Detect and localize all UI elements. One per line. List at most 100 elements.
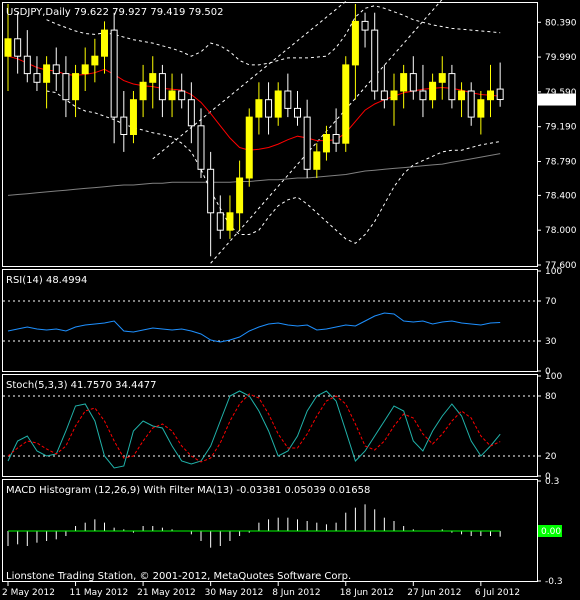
candle-body bbox=[110, 29, 118, 118]
candle-body bbox=[4, 38, 12, 57]
stoch-pane-frame bbox=[2, 374, 538, 477]
osc-tick-label: 100 bbox=[545, 372, 562, 382]
candle-body bbox=[101, 29, 108, 57]
candle-body bbox=[43, 64, 51, 83]
rsi-pane-frame bbox=[2, 269, 538, 372]
ohlc-readout: 79.622 79.927 79.419 79.502 bbox=[74, 7, 224, 18]
candle-body bbox=[351, 20, 359, 66]
slow-ma-line bbox=[7, 153, 501, 196]
candle-body bbox=[303, 116, 311, 170]
candle-body bbox=[255, 99, 263, 118]
candle-body bbox=[14, 38, 22, 57]
date-tick-label: 21 May 2012 bbox=[137, 588, 196, 598]
candle-body bbox=[81, 64, 89, 75]
candle-body bbox=[342, 64, 350, 144]
rsi-title: RSI(14) 48.4994 bbox=[6, 275, 87, 286]
price-tick-label: 78.790 bbox=[545, 157, 577, 167]
macd-tick-label: 0.3 bbox=[545, 477, 559, 487]
candle-body bbox=[129, 99, 137, 135]
macd-chart bbox=[7, 504, 501, 548]
trend-line bbox=[152, 0, 349, 160]
date-tick-label: 11 May 2012 bbox=[70, 588, 129, 598]
candle-body bbox=[371, 29, 379, 92]
main-line bbox=[7, 390, 501, 469]
main-line bbox=[7, 312, 501, 343]
fast-ma-line bbox=[7, 55, 501, 151]
candle-body bbox=[419, 90, 427, 101]
candle-body bbox=[168, 90, 176, 101]
osc-tick-label: 100 bbox=[545, 267, 562, 277]
current-price-box bbox=[538, 93, 576, 106]
candle-body bbox=[487, 90, 494, 101]
macd-tick-label: -0.3 bbox=[545, 577, 563, 587]
price-tick-label: 78.400 bbox=[545, 191, 577, 201]
copyright-text: Lionstone Trading Station, © 2001-2012, … bbox=[6, 571, 351, 582]
candle-body bbox=[226, 212, 234, 231]
candle-body bbox=[33, 73, 41, 83]
candle-body bbox=[178, 90, 186, 101]
signal-line bbox=[7, 393, 501, 463]
candle-body bbox=[322, 134, 330, 153]
candle-body bbox=[245, 116, 253, 179]
date-tick-label: 18 Jun 2012 bbox=[340, 588, 394, 598]
osc-tick-label: 70 bbox=[545, 297, 557, 307]
macd-title: MACD Histogram (12,26,9) With Filter MA(… bbox=[6, 485, 370, 496]
candle-body bbox=[332, 134, 340, 144]
stochastic-chart bbox=[3, 390, 537, 469]
candle-body bbox=[380, 90, 388, 101]
candle-body bbox=[448, 73, 456, 101]
macd-value-box bbox=[538, 525, 562, 537]
candle-body bbox=[158, 73, 166, 101]
candle-body bbox=[496, 88, 504, 101]
candle-body bbox=[72, 73, 80, 101]
date-tick-label: 6 Jul 2012 bbox=[475, 588, 520, 598]
price-tick-label: 79.590 bbox=[545, 88, 577, 98]
candle-body bbox=[207, 168, 215, 214]
candle-body bbox=[409, 73, 417, 92]
osc-tick-label: 0 bbox=[545, 367, 551, 377]
price-tick-label: 80.390 bbox=[545, 18, 577, 28]
candle-body bbox=[400, 73, 408, 92]
date-tick-label: 30 May 2012 bbox=[205, 588, 264, 598]
price-chart bbox=[4, 0, 504, 264]
price-tick-label: 77.600 bbox=[545, 261, 577, 271]
current-price-label: 79.502 bbox=[541, 96, 573, 106]
osc-tick-label: 0 bbox=[545, 472, 551, 482]
rsi-chart bbox=[3, 300, 537, 343]
candle-body bbox=[187, 99, 195, 127]
candle-body bbox=[52, 64, 60, 75]
macd-value-label: 0.00 bbox=[541, 527, 561, 537]
date-tick-label: 2 May 2012 bbox=[2, 588, 55, 598]
candle-body bbox=[458, 90, 466, 101]
candle-body bbox=[23, 55, 31, 75]
candle-body bbox=[91, 55, 99, 66]
date-tick-label: 27 Jun 2012 bbox=[407, 588, 461, 598]
candle-body bbox=[294, 107, 301, 118]
candle-body bbox=[467, 90, 475, 118]
price-tick-label: 79.190 bbox=[545, 123, 577, 133]
candle-body bbox=[477, 99, 485, 118]
candle-body bbox=[274, 90, 282, 118]
candle-body bbox=[438, 73, 446, 83]
upper-band-line bbox=[46, 5, 501, 66]
candle-body bbox=[284, 90, 292, 109]
osc-tick-label: 20 bbox=[545, 452, 557, 462]
price-tick-label: 78.000 bbox=[545, 226, 577, 236]
osc-tick-label: 30 bbox=[545, 337, 557, 347]
axes: 80.390 79.990 79.590 79.190 78.790 78.400 78.0… bbox=[2, 18, 577, 598]
candle-body bbox=[390, 90, 398, 101]
candle-body bbox=[361, 20, 369, 31]
candle-body bbox=[139, 81, 147, 101]
candle-body bbox=[62, 73, 70, 101]
candle-body bbox=[429, 81, 437, 101]
date-tick-label: 8 Jun 2012 bbox=[272, 588, 320, 598]
candle-body bbox=[197, 125, 205, 170]
price-pane-frame bbox=[2, 2, 538, 267]
candle-body bbox=[265, 99, 273, 118]
candle-body bbox=[216, 212, 224, 231]
candle-body bbox=[236, 177, 244, 214]
price-tick-label: 79.990 bbox=[545, 53, 577, 63]
osc-tick-label: 80 bbox=[545, 392, 557, 402]
candle-body bbox=[149, 73, 157, 83]
